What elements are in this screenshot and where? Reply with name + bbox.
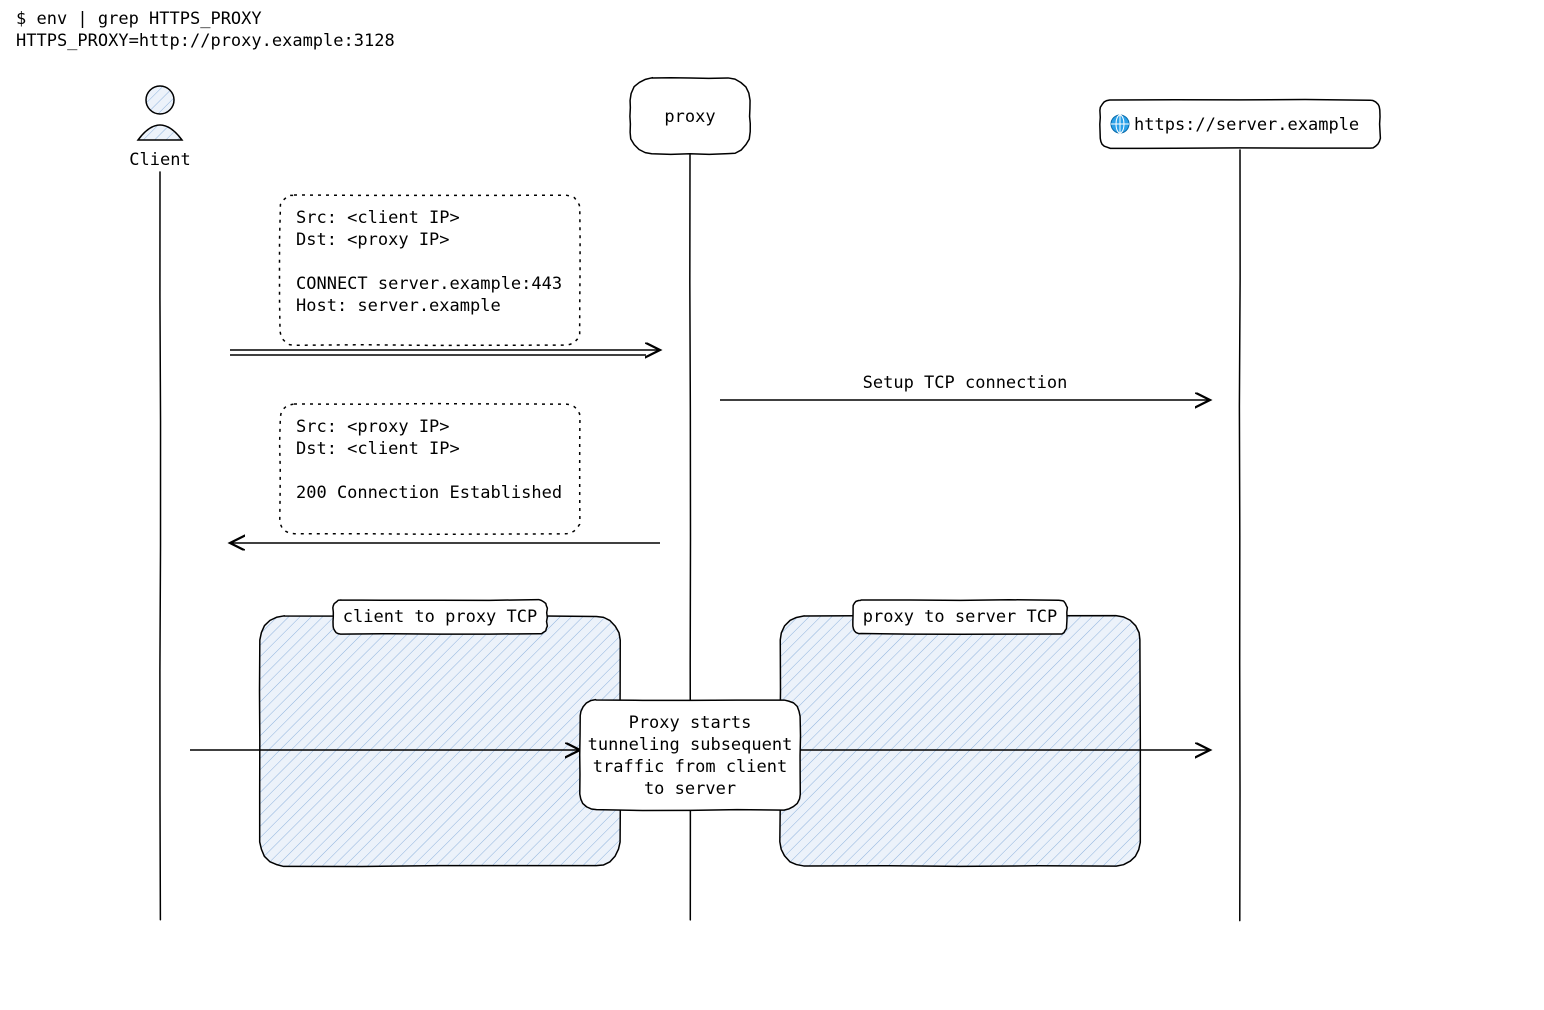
note-established-line-0: Src: <proxy IP> [296,417,450,437]
center-note-line-3: to server [644,779,736,799]
lifeline-server [1239,150,1240,921]
arrow-proxy-server-tcp-label: Setup TCP connection [863,373,1068,393]
globe-icon [1111,115,1129,133]
note-connect-line-4: Host: server.example [296,296,501,316]
note-connect-line-0: Src: <client IP> [296,208,460,228]
note-established-line-3: 200 Connection Established [296,483,562,503]
center-note-line-0: Proxy starts [629,713,752,733]
actor-server-label: https://server.example [1134,115,1359,135]
terminal-line-2: HTTPS_PROXY=http://proxy.example:3128 [16,31,395,51]
lifeline-client [160,172,161,920]
actor-client-label: Client [129,150,190,170]
note-connect-line-1: Dst: <proxy IP> [296,230,450,250]
terminal-line-1: $ env | grep HTTPS_PROXY [16,9,262,29]
actor-proxy-label: proxy [664,107,715,127]
note-established-line-1: Dst: <client IP> [296,439,460,459]
center-note-line-1: tunneling subsequent [588,735,793,755]
actor-client [138,86,182,140]
tcp-box-proxy-server [780,616,1140,867]
center-note-line-2: traffic from client [593,757,787,777]
note-connect-line-3: CONNECT server.example:443 [296,274,562,294]
tcp-box-client-proxy [260,616,621,867]
tcp-box-client-proxy-label: client to proxy TCP [343,607,537,627]
tcp-box-proxy-server-label: proxy to server TCP [863,607,1057,627]
